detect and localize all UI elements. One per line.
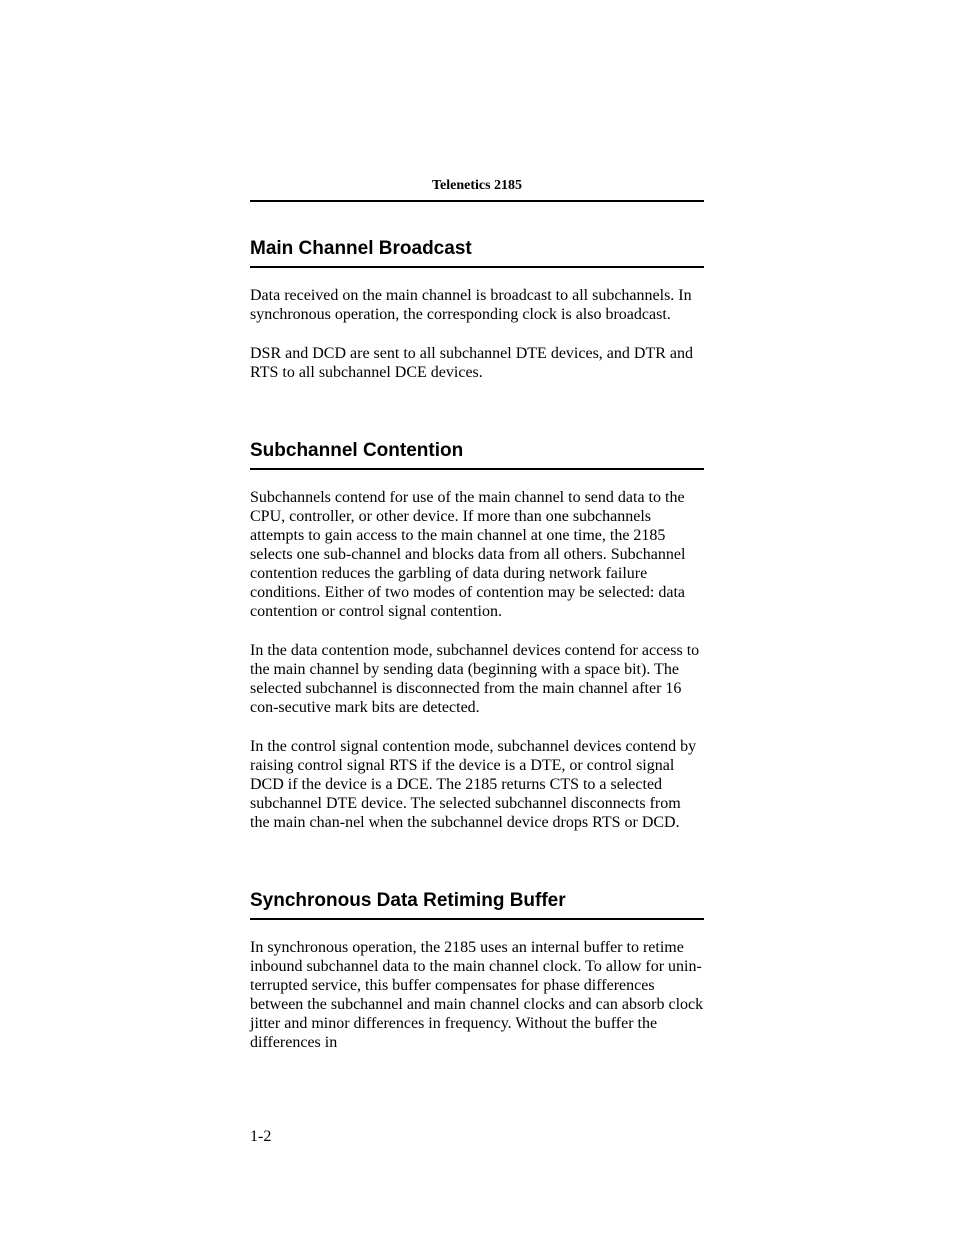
section-heading-sync-buffer: Synchronous Data Retiming Buffer (250, 890, 704, 912)
section-heading-main-channel: Main Channel Broadcast (250, 238, 704, 260)
body-paragraph: Subchannels contend for use of the main … (250, 488, 704, 621)
header-rule (250, 200, 704, 202)
page-number: 1-2 (250, 1128, 271, 1146)
content-area: Main Channel Broadcast Data received on … (250, 238, 704, 1072)
section-heading-subchannel-contention: Subchannel Contention (250, 440, 704, 462)
body-paragraph: In synchronous operation, the 2185 uses … (250, 938, 704, 1052)
body-paragraph: DSR and DCD are sent to all subchannel D… (250, 344, 704, 382)
section-rule (250, 266, 704, 268)
body-paragraph: In the data contention mode, subchannel … (250, 641, 704, 717)
section-gap (250, 402, 704, 440)
section-gap (250, 852, 704, 890)
page: Telenetics 2185 Main Channel Broadcast D… (0, 0, 954, 1235)
running-header: Telenetics 2185 (250, 178, 704, 194)
body-paragraph: Data received on the main channel is bro… (250, 286, 704, 324)
section-rule (250, 468, 704, 470)
body-paragraph: In the control signal contention mode, s… (250, 737, 704, 832)
section-rule (250, 918, 704, 920)
